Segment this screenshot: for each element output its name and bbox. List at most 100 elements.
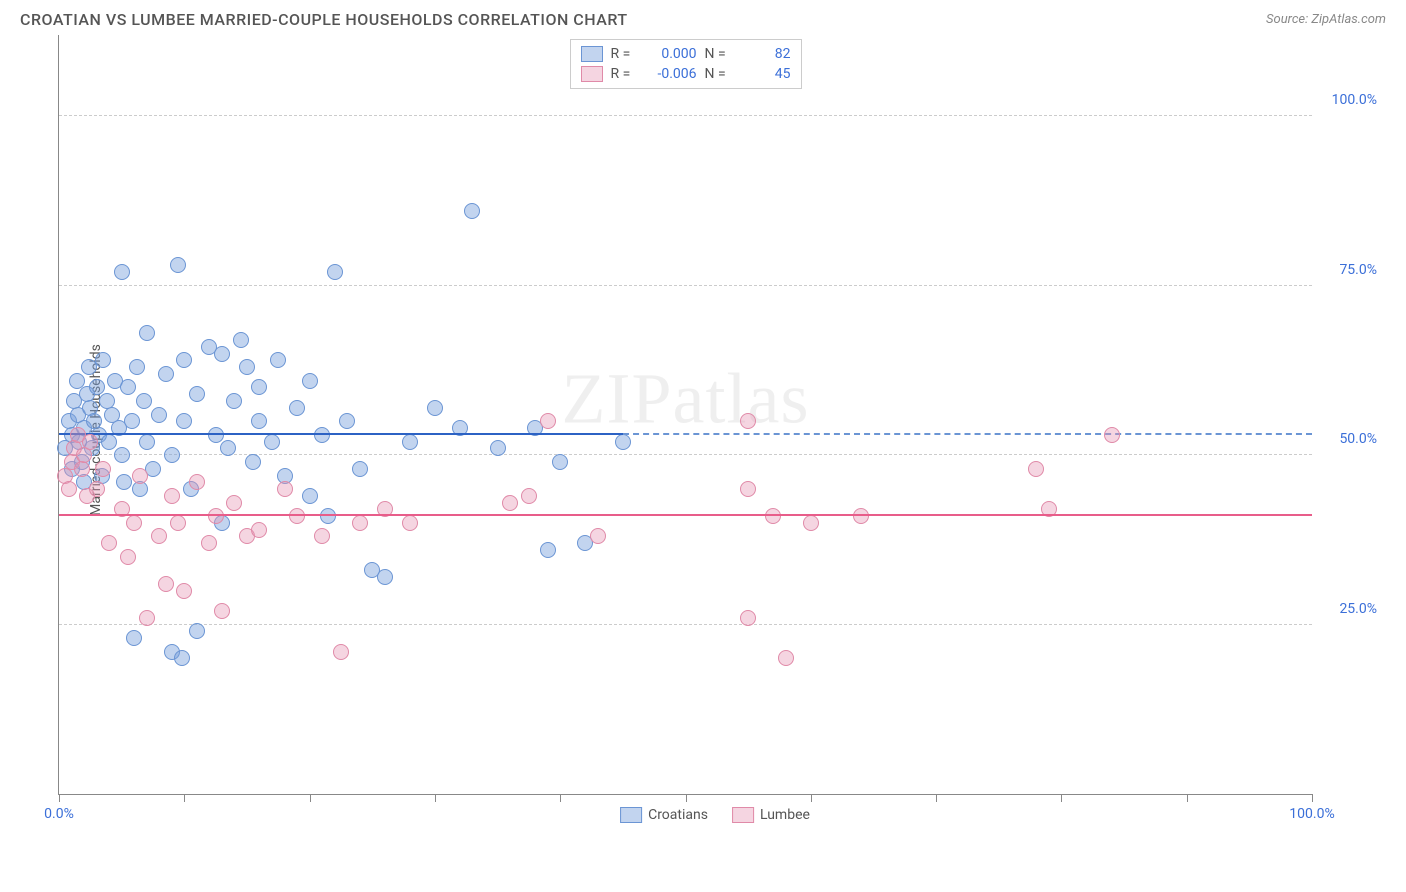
x-tick [1187, 794, 1188, 802]
data-point [189, 386, 205, 402]
data-point [114, 264, 130, 280]
plot-area: ZIPatlas R =0.000N =82R =-0.006N =45 25.… [58, 35, 1312, 795]
x-tick-label: 100.0% [1289, 806, 1334, 822]
data-point [1028, 461, 1044, 477]
data-point [136, 393, 152, 409]
data-point [126, 515, 142, 531]
data-point [803, 515, 819, 531]
data-point [208, 508, 224, 524]
gridline [59, 624, 1312, 625]
data-point [74, 461, 90, 477]
data-point [214, 603, 230, 619]
x-tick [686, 794, 687, 802]
x-tick [560, 794, 561, 802]
series-legend-label: Croatians [648, 807, 708, 823]
data-point [158, 576, 174, 592]
data-point [327, 264, 343, 280]
data-point [214, 346, 230, 362]
data-point [352, 461, 368, 477]
series-legend: Croatians Lumbee [620, 807, 810, 823]
legend-swatch [620, 807, 642, 823]
data-point [540, 542, 556, 558]
n-label: N = [705, 46, 733, 62]
y-tick-label: 100.0% [1332, 92, 1377, 108]
watermark-zip: ZIP [562, 359, 673, 439]
x-tick [811, 794, 812, 802]
watermark-atlas: atlas [673, 359, 810, 439]
correlation-legend: R =0.000N =82R =-0.006N =45 [570, 39, 802, 89]
data-point [132, 468, 148, 484]
gridline [59, 285, 1312, 286]
n-label: N = [705, 66, 733, 82]
correlation-legend-row: R =0.000N =82 [581, 44, 791, 64]
data-point [490, 440, 506, 456]
data-point [176, 583, 192, 599]
data-point [151, 528, 167, 544]
data-point [853, 508, 869, 524]
data-point [245, 454, 261, 470]
data-point [352, 515, 368, 531]
data-point [377, 569, 393, 585]
data-point [126, 630, 142, 646]
data-point [402, 434, 418, 450]
data-point [208, 427, 224, 443]
data-point [82, 434, 98, 450]
watermark: ZIPatlas [562, 358, 810, 441]
y-tick-label: 75.0% [1339, 262, 1377, 278]
data-point [1104, 427, 1120, 443]
data-point [264, 434, 280, 450]
trend-line-solid [59, 433, 623, 435]
data-point [333, 644, 349, 660]
chart-container: Married-couple Households ZIPatlas R =0.… [48, 35, 1382, 825]
data-point [139, 610, 155, 626]
correlation-legend-row: R =-0.006N =45 [581, 64, 791, 84]
r-value: -0.006 [647, 66, 697, 82]
data-point [164, 447, 180, 463]
x-tick [310, 794, 311, 802]
data-point [302, 373, 318, 389]
x-tick [1061, 794, 1062, 802]
data-point [226, 495, 242, 511]
data-point [402, 515, 418, 531]
data-point [220, 440, 236, 456]
data-point [239, 359, 255, 375]
trend-line-dashed [623, 433, 1312, 435]
data-point [95, 461, 111, 477]
data-point [151, 407, 167, 423]
data-point [120, 379, 136, 395]
source-label: Source: ZipAtlas.com [1266, 12, 1386, 27]
data-point [251, 522, 267, 538]
x-tick [1312, 794, 1313, 802]
y-tick-label: 25.0% [1339, 601, 1377, 617]
x-tick [59, 794, 60, 802]
r-label: R = [611, 66, 639, 82]
x-tick [936, 794, 937, 802]
data-point [139, 325, 155, 341]
data-point [740, 413, 756, 429]
data-point [164, 488, 180, 504]
data-point [590, 528, 606, 544]
data-point [139, 434, 155, 450]
data-point [114, 447, 130, 463]
data-point [464, 203, 480, 219]
x-tick [435, 794, 436, 802]
data-point [251, 413, 267, 429]
data-point [170, 257, 186, 273]
series-legend-item: Croatians [620, 807, 708, 823]
data-point [89, 481, 105, 497]
legend-swatch [732, 807, 754, 823]
data-point [95, 352, 111, 368]
data-point [189, 623, 205, 639]
data-point [277, 481, 293, 497]
data-point [765, 508, 781, 524]
series-legend-item: Lumbee [732, 807, 810, 823]
data-point [158, 366, 174, 382]
chart-header: CROATIAN VS LUMBEE MARRIED-COUPLE HOUSEH… [0, 0, 1406, 35]
data-point [120, 549, 136, 565]
data-point [270, 352, 286, 368]
data-point [540, 413, 556, 429]
data-point [233, 332, 249, 348]
data-point [521, 488, 537, 504]
data-point [778, 650, 794, 666]
data-point [339, 413, 355, 429]
